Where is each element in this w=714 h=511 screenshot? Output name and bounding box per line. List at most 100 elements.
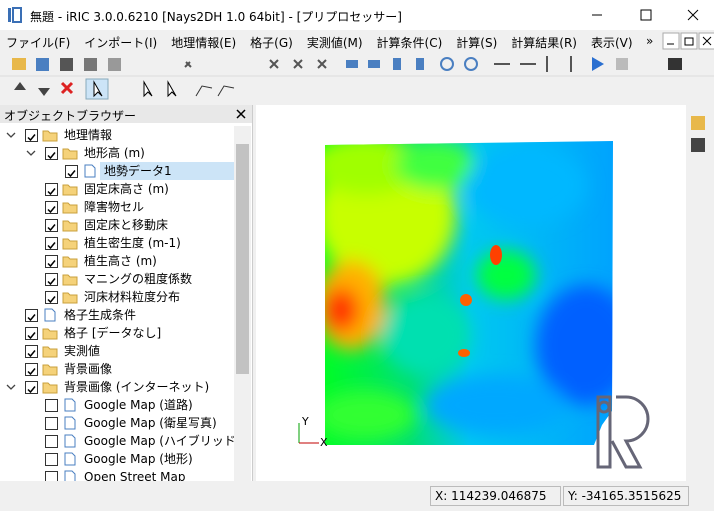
menu-overflow[interactable]: » [646, 34, 654, 48]
checkbox[interactable] [45, 201, 58, 214]
tree-row[interactable]: 植生密生度 (m-1) [0, 234, 234, 252]
checkbox[interactable] [25, 129, 38, 142]
mdi-controls[interactable] [662, 32, 714, 50]
checkbox[interactable] [45, 255, 58, 268]
tree-label: 格子生成条件 [64, 308, 137, 322]
checkbox[interactable] [45, 237, 58, 250]
folder-icon [42, 364, 58, 376]
tree-row[interactable]: 障害物セル [0, 198, 234, 216]
title-bar: 無題 - iRIC 3.0.0.6210 [Nays2DH 1.0 64bit]… [0, 0, 714, 30]
app-icon [8, 7, 22, 23]
folder-icon [42, 130, 58, 142]
tree-label: 地勢データ1 [100, 162, 234, 180]
folder-icon [42, 382, 58, 394]
file-icon [64, 416, 76, 430]
checkbox[interactable] [25, 381, 38, 394]
checkbox[interactable] [45, 453, 58, 466]
tree-row[interactable]: Google Map (ハイブリッド) [0, 432, 234, 450]
tree-row[interactable]: 固定床高さ (m) [0, 180, 234, 198]
status-x: X: 114239.046875 [430, 486, 561, 506]
tree-label: 背景画像 [64, 362, 113, 376]
tree-label: 実測値 [64, 344, 101, 358]
checkbox[interactable] [45, 183, 58, 196]
scrollbar[interactable] [234, 126, 251, 481]
tree-row[interactable]: Google Map (道路) [0, 396, 234, 414]
panel-header: オブジェクトブラウザー [0, 105, 252, 123]
file-icon [64, 434, 76, 448]
menu-item[interactable]: 計算結果(R) [511, 36, 577, 50]
tree-label: 格子 [データなし] [64, 326, 162, 340]
tree-label: Google Map (衛星写真) [84, 416, 217, 430]
tree-row[interactable]: 地形高 (m) [0, 144, 234, 162]
window-title: 無題 - iRIC 3.0.0.6210 [Nays2DH 1.0 64bit]… [30, 10, 402, 24]
folder-icon [62, 202, 78, 214]
tree-row[interactable]: 固定床と移動床 [0, 216, 234, 234]
menu-item[interactable]: 格子(G) [250, 36, 293, 50]
menu-item[interactable]: 表示(V) [590, 36, 633, 50]
menu-item[interactable]: 地理情報(E) [171, 36, 237, 50]
tree-label: 河床材料粒度分布 [84, 290, 181, 304]
checkbox[interactable] [45, 291, 58, 304]
tree-row[interactable]: 背景画像 (インターネット) [0, 378, 234, 396]
file-icon [44, 308, 56, 322]
tree-row[interactable]: 格子 [データなし] [0, 324, 234, 342]
window-controls[interactable] [570, 0, 714, 30]
tree-label: 植生密生度 (m-1) [84, 236, 181, 250]
file-icon [64, 398, 76, 412]
checkbox[interactable] [45, 219, 58, 232]
tree-label: 固定床と移動床 [84, 218, 169, 232]
tree-row[interactable]: Open Street Map [0, 468, 234, 481]
folder-icon [42, 328, 58, 340]
status-y: Y: -34165.3515625 [563, 486, 689, 506]
tree-row[interactable]: マニングの粗度係数 [0, 270, 234, 288]
folder-icon [62, 274, 78, 286]
checkbox[interactable] [45, 471, 58, 481]
checkbox[interactable] [25, 363, 38, 376]
checkbox[interactable] [65, 165, 78, 178]
tree-row[interactable]: 植生高さ (m) [0, 252, 234, 270]
folder-icon [42, 346, 58, 358]
tree-row[interactable]: Google Map (衛星写真) [0, 414, 234, 432]
tree-row[interactable]: 地理情報 [0, 126, 234, 144]
checkbox[interactable] [45, 435, 58, 448]
tree-row[interactable]: 河床材料粒度分布 [0, 288, 234, 306]
menu-item[interactable]: ファイル(F) [6, 36, 71, 50]
panel-title: オブジェクトブラウザー [4, 109, 137, 123]
tree-label: 植生高さ (m) [84, 254, 157, 268]
folder-icon [62, 184, 78, 196]
tree-label: 固定床高さ (m) [84, 182, 169, 196]
object-browser: オブジェクトブラウザー 地理情報 地形高 (m) 地勢データ1 固定床高さ (m) 障害… [0, 105, 253, 481]
tree-label: 障害物セル [84, 200, 145, 214]
tree-row[interactable]: Google Map (地形) [0, 450, 234, 468]
checkbox[interactable] [25, 327, 38, 340]
menu-item[interactable]: 計算(S) [456, 36, 498, 50]
tree-row[interactable]: 格子生成条件 [0, 306, 234, 324]
tree-view: 地理情報 地形高 (m) 地勢データ1 固定床高さ (m) 障害物セル固定床と移動床 植生… [0, 126, 234, 481]
checkbox[interactable] [45, 399, 58, 412]
checkbox[interactable] [25, 309, 38, 322]
menu-item[interactable]: 実測値(M) [306, 36, 363, 50]
tree-label: Google Map (道路) [84, 398, 193, 412]
folder-icon [62, 256, 78, 268]
toolbars [0, 56, 714, 100]
tree-label: Google Map (地形) [84, 452, 193, 466]
checkbox[interactable] [45, 147, 58, 160]
expander[interactable] [6, 382, 16, 392]
expander[interactable] [6, 130, 16, 140]
checkbox[interactable] [25, 345, 38, 358]
file-icon [84, 164, 96, 178]
menu-item[interactable]: インポート(I) [84, 36, 158, 50]
file-icon [64, 470, 76, 481]
checkbox[interactable] [45, 417, 58, 430]
expander[interactable] [26, 148, 36, 158]
tree-row[interactable]: 地勢データ1 [0, 162, 234, 180]
folder-icon [62, 148, 78, 160]
checkbox[interactable] [45, 273, 58, 286]
tree-label: 背景画像 (インターネット) [64, 380, 210, 394]
menu-item[interactable]: 計算条件(C) [376, 36, 443, 50]
panel-close[interactable] [236, 109, 246, 119]
tree-row[interactable]: 背景画像 [0, 360, 234, 378]
tree-row[interactable]: 実測値 [0, 342, 234, 360]
folder-icon [62, 220, 78, 232]
